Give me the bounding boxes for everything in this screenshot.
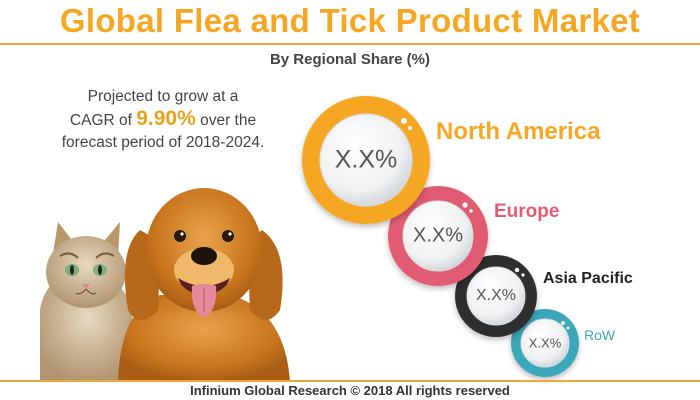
cagr-line-1: Projected to grow at a [87,88,239,105]
copyright-footer: Infinium Global Research © 2018 All righ… [190,383,510,398]
bottom-divider [0,380,700,382]
cagr-value: 9.90% [136,107,196,130]
north-america-label: North America [436,118,601,145]
dog [118,188,290,382]
cagr-prefix: CAGR of [69,112,137,129]
europe-label: Europe [494,201,560,222]
cagr-suffix: over the [195,112,257,129]
north-america-value: X.X% [334,145,398,174]
asia-pacific-value: X.X% [475,287,517,304]
row-label: RoW [584,327,616,343]
page-title: Global Flea and Tick Product Market [59,2,641,39]
cagr-line-2: CAGR of 9.90% over the [28,108,298,132]
asia-pacific-label: Asia Pacific [543,270,633,287]
row-value: X.X% [528,335,562,351]
cagr-line-3: forecast period of 2018-2024. [61,134,265,151]
cat-and-dog-image [40,188,290,382]
europe-value: X.X% [412,224,464,247]
top-divider [0,43,700,45]
cat [40,222,135,382]
cagr-text: Projected to grow at a CAGR of 9.90% ove… [28,86,298,154]
page-subtitle: By Regional Share (%) [269,51,431,68]
